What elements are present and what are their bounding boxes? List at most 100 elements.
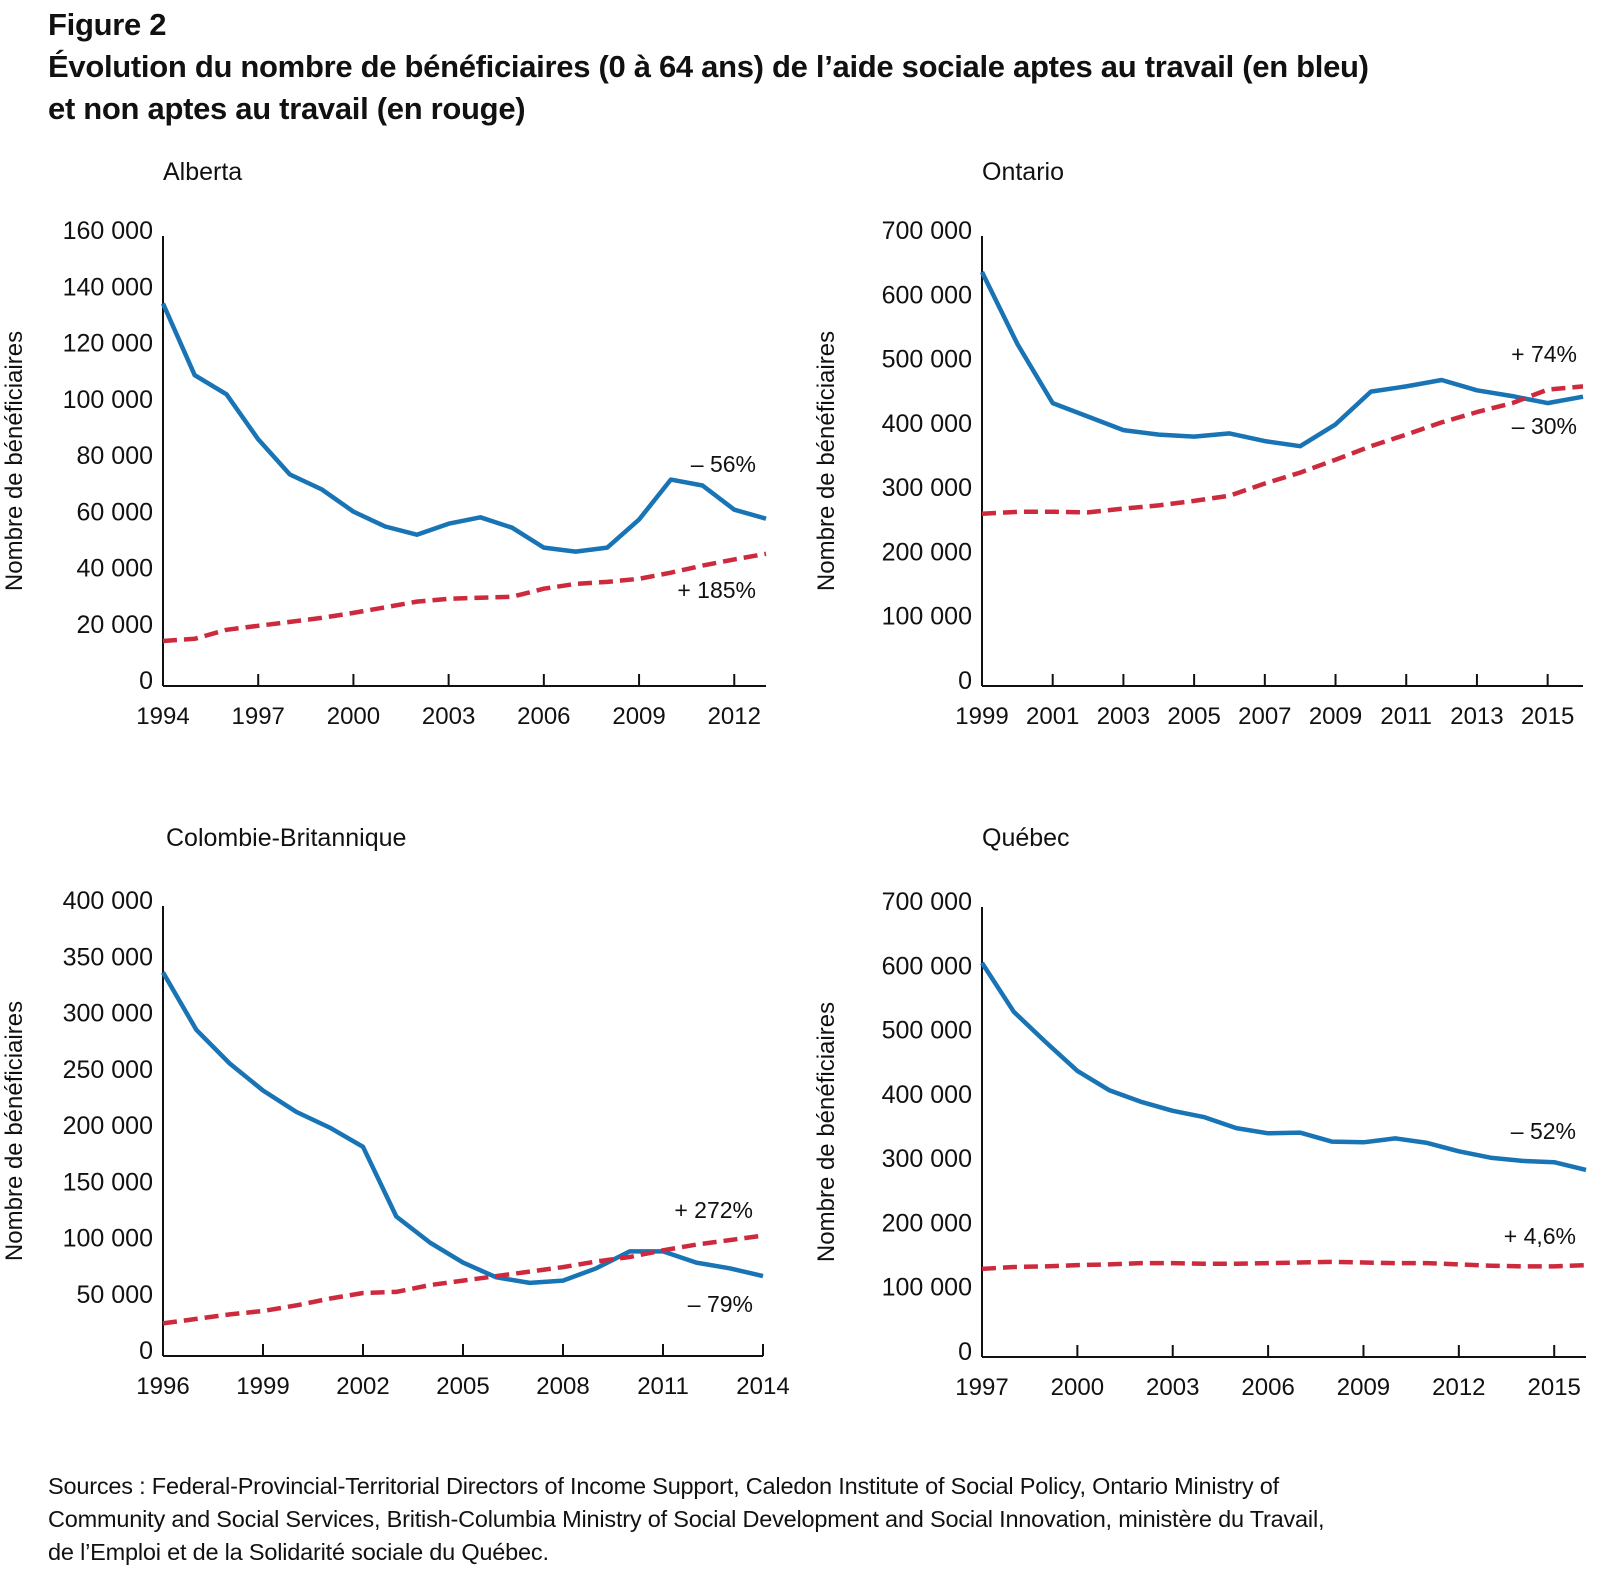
chart-title: Colombie-Britannique [166, 824, 406, 852]
x-tick-label: 1994 [136, 703, 189, 730]
x-tick-label: 1997 [232, 703, 285, 730]
y-tick-label: 0 [958, 1338, 972, 1366]
x-tick-label: 2009 [1337, 1374, 1390, 1401]
x-tick-label: 2002 [336, 1373, 389, 1400]
chart-panel-quebec: Québec Nombre de bénéficiaires 0 100 000 200… [813, 824, 1587, 1401]
sources-note: Sources : Federal-Provincial-Territorial… [48, 1470, 1606, 1569]
x-tick-label: 2003 [1097, 703, 1150, 730]
y-tick-label: 300 000 [882, 474, 972, 502]
figure-title: Figure 2 Évolution du nombre de bénéfici… [48, 4, 1369, 130]
x-tick-label: 2015 [1521, 703, 1574, 730]
y-tick-label: 500 000 [882, 346, 972, 374]
x-tick-label: 2015 [1528, 1374, 1581, 1401]
x-tick-label: 2005 [1167, 703, 1220, 730]
y-tick-label: 100 000 [63, 1225, 153, 1253]
y-tick-label: 200 000 [63, 1112, 153, 1140]
figure-title-line-1: Évolution du nombre de bénéficiaires (0 … [48, 49, 1369, 84]
y-tick-label: 0 [139, 1337, 153, 1365]
chart-title: Ontario [982, 158, 1064, 186]
x-tick-label: 2012 [1432, 1374, 1485, 1401]
x-tick-label: 1999 [955, 703, 1008, 730]
y-tick-label: 100 000 [882, 1274, 972, 1302]
y-tick-label: 0 [139, 667, 153, 695]
y-tick-label: 600 000 [882, 281, 972, 309]
y-tick-label: 500 000 [882, 1017, 972, 1045]
y-tick-label: 0 [958, 667, 972, 695]
x-tick-label: 2008 [536, 1373, 589, 1400]
annotation-non-aptes: + 272% [674, 1197, 753, 1223]
x-tick-label: 2000 [327, 703, 380, 730]
y-tick-label: 40 000 [77, 555, 153, 583]
y-axis-label: Nombre de bénéficiaires [813, 1002, 840, 1262]
annotation-non-aptes: + 185% [677, 577, 756, 603]
x-tick-label: 1999 [236, 1373, 289, 1400]
annotation-aptes: – 79% [688, 1291, 753, 1317]
annotation-aptes: – 56% [691, 451, 756, 477]
y-tick-label: 400 000 [63, 887, 153, 915]
series-line-non-aptes [981, 384, 1584, 516]
x-tick-label: 2003 [1146, 1374, 1199, 1401]
chart-panel-colombie-britannique: Colombie-Britannique Nombre de bénéficiai… [1, 824, 790, 1400]
y-tick-label: 300 000 [63, 1000, 153, 1028]
x-tick-label: 2011 [637, 1373, 689, 1400]
y-tick-label: 300 000 [882, 1145, 972, 1173]
y-tick-label: 250 000 [63, 1056, 153, 1084]
y-tick-label: 350 000 [63, 943, 153, 971]
y-tick-label: 120 000 [63, 330, 153, 358]
y-tick-label: 100 000 [63, 386, 153, 414]
y-tick-label: 400 000 [882, 1081, 972, 1109]
x-tick-label: 2000 [1051, 1374, 1104, 1401]
y-tick-label: 600 000 [882, 952, 972, 980]
y-tick-label: 60 000 [77, 498, 153, 526]
y-axis-label: Nombre de bénéficiaires [1, 1001, 28, 1261]
x-tick-label: 2001 [1026, 703, 1079, 730]
y-tick-label: 200 000 [882, 1209, 972, 1237]
y-axis-label: Nombre de bénéficiaires [1, 331, 28, 591]
chart-panel-ontario: Ontario Nombre de bénéficiaires 0 100 000 20… [813, 158, 1584, 730]
annotation-aptes: – 52% [1511, 1118, 1576, 1144]
y-tick-label: 200 000 [882, 538, 972, 566]
sources-line-3: de l’Emploi et de la Solidarité sociale … [48, 1539, 549, 1565]
y-tick-label: 160 000 [63, 217, 153, 245]
series-line-aptes [161, 971, 764, 1286]
series-line-aptes [160, 302, 767, 554]
annotation-aptes: – 30% [1512, 413, 1577, 439]
sources-line-2: Community and Social Services, British-C… [48, 1506, 1325, 1532]
x-tick-label: 2005 [436, 1373, 489, 1400]
y-tick-label: 700 000 [882, 888, 972, 916]
annotation-non-aptes: + 4,6% [1504, 1223, 1576, 1249]
x-tick-label: 2006 [1241, 1374, 1294, 1401]
figure-title-line-2: et non aptes au travail (en rouge) [48, 91, 526, 126]
x-tick-label: 2014 [736, 1373, 789, 1400]
x-tick-label: 1996 [136, 1373, 189, 1400]
x-tick-label: 2013 [1450, 703, 1503, 730]
x-tick-label: 2009 [612, 703, 665, 730]
y-tick-label: 700 000 [882, 217, 972, 245]
series-line-aptes [980, 961, 1587, 1173]
annotation-non-aptes: + 74% [1511, 341, 1577, 367]
sources-line-1: Sources : Federal-Provincial-Territorial… [48, 1473, 1279, 1499]
chart-title: Québec [982, 824, 1070, 852]
y-tick-label: 140 000 [63, 273, 153, 301]
y-tick-label: 100 000 [882, 603, 972, 631]
series-line-aptes [979, 271, 1584, 449]
y-tick-label: 80 000 [77, 442, 153, 470]
x-tick-label: 2007 [1238, 703, 1291, 730]
chart-panel-alberta: Alberta Nombre de bénéficiaires 0 20 000 40 … [1, 158, 767, 730]
figure-number: Figure 2 [48, 7, 167, 42]
x-tick-label: 2011 [1380, 703, 1432, 730]
x-tick-label: 2009 [1309, 703, 1362, 730]
y-axis-label: Nombre de bénéficiaires [813, 331, 840, 591]
x-tick-label: 2012 [708, 703, 761, 730]
x-tick-label: 2003 [422, 703, 475, 730]
chart-title: Alberta [163, 158, 242, 186]
series-line-non-aptes [162, 551, 767, 644]
y-tick-label: 150 000 [63, 1168, 153, 1196]
x-tick-label: 1997 [955, 1374, 1008, 1401]
series-line-non-aptes [162, 1233, 764, 1326]
y-tick-label: 400 000 [882, 410, 972, 438]
y-tick-label: 20 000 [77, 611, 153, 639]
x-tick-label: 2006 [517, 703, 570, 730]
series-line-non-aptes [981, 1259, 1587, 1272]
